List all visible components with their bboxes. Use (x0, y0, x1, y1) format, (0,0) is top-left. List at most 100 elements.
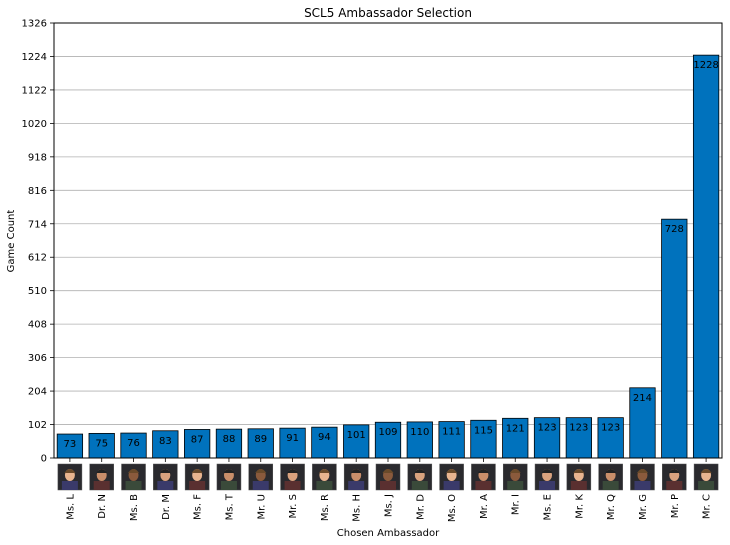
x-tick-label: Mr. U (256, 494, 267, 520)
bar-value-label: 1228 (693, 60, 718, 71)
bar-value-label: 109 (378, 427, 397, 438)
man-suit-portrait-icon (407, 463, 433, 491)
x-tick-label: Mr. G (638, 494, 649, 520)
man-red-turban-portrait-icon (566, 463, 592, 491)
portrait-row (57, 463, 719, 491)
bar-value-label: 123 (538, 423, 557, 434)
bar (502, 417, 529, 459)
bar-value-label: 214 (633, 393, 652, 404)
bar-value-label: 728 (665, 224, 684, 235)
woman-blonde-portrait-icon (57, 463, 83, 491)
y-tick-label: 612 (28, 253, 47, 264)
bar-value-label: 88 (223, 434, 236, 445)
x-tick-label: Mr. P (670, 494, 681, 518)
bar (533, 417, 561, 459)
bar-value-label: 75 (95, 438, 108, 449)
bar-value-label: 123 (569, 423, 588, 434)
y-tick-label: 204 (28, 387, 47, 398)
y-tick-label: 1122 (22, 85, 47, 96)
man-green-hat-portrait-icon (630, 463, 655, 491)
bar-value-label: 121 (506, 423, 525, 434)
x-tick-label: Mr. A (479, 494, 490, 519)
bar-value-label: 89 (254, 434, 267, 445)
man-cap-portrait-icon (502, 463, 528, 491)
bar-value-label: 87 (191, 434, 204, 445)
y-tick-label: 714 (28, 219, 47, 230)
x-tick-label: Mr. I (511, 494, 522, 515)
bar (120, 432, 147, 459)
man-bearded-portrait-icon (693, 463, 719, 491)
woman-orange-portrait-icon (216, 463, 242, 491)
bar-value-label: 123 (601, 423, 620, 434)
x-axis-title: Chosen Ambassador (337, 528, 440, 539)
x-tick-label: Mr. C (702, 494, 713, 519)
x-tick-label: Dr. N (97, 494, 108, 519)
bar (88, 432, 115, 459)
y-tick-label: 408 (28, 320, 47, 331)
bar (597, 417, 624, 459)
gridlines (54, 56, 722, 425)
bar-value-label: 115 (474, 425, 493, 436)
woman-curly-portrait-icon (343, 463, 369, 491)
x-tick-label: Ms. E (543, 494, 554, 521)
bar (343, 424, 370, 459)
woman-red-portrait-icon (439, 463, 464, 491)
woman-dark-portrait-icon (184, 463, 210, 491)
bar (311, 426, 338, 459)
x-tick-label: Ms. T (224, 493, 235, 520)
x-tick-label: Ms. L (65, 494, 76, 520)
plot-frame (53, 22, 723, 459)
woman-grey-portrait-icon (534, 463, 560, 491)
man-white-hair-portrait-icon (248, 463, 274, 491)
bar (661, 218, 688, 459)
woman-green-portrait-icon (312, 463, 337, 491)
bar (692, 54, 720, 459)
x-tick-label: Mr. Q (606, 494, 617, 520)
bar-value-label: 73 (64, 439, 77, 450)
bar (438, 421, 465, 459)
x-tick-label: Ms. B (129, 494, 140, 521)
x-tick-label: Ms. H (352, 494, 363, 522)
y-tick-label: 1326 (22, 19, 47, 30)
man-bald-portrait-icon (598, 463, 623, 491)
y-tick-label: 306 (28, 353, 47, 364)
y-tick-label: 102 (28, 420, 47, 431)
bar-value-label: 94 (318, 432, 331, 443)
woman-purple-hat-portrait-icon (375, 463, 401, 491)
bar (152, 430, 179, 459)
bars: 73 75 76 83 87 88 89 91 94 101 109 110 111 115 121 123 1… (56, 54, 720, 459)
y-tick-label: 1020 (22, 119, 47, 130)
y-axis-title: Game Count (6, 210, 17, 273)
x-tick-label: Ms. F (193, 494, 204, 520)
man-suit-portrait-icon (89, 463, 114, 491)
bar-value-label: 101 (347, 430, 366, 441)
y-tick-label: 1224 (22, 52, 47, 63)
bar-value-label: 91 (286, 433, 299, 444)
man-pink-hat-portrait-icon (662, 463, 687, 491)
bar-value-label: 111 (442, 427, 461, 438)
bar (184, 429, 211, 459)
bar (629, 387, 656, 459)
y-axis: 0 102 204 306 408 510 612 714 816 918 1020 1122 1224… (22, 19, 54, 465)
man-grey-portrait-icon (280, 463, 305, 491)
bar (374, 421, 402, 459)
y-tick-label: 510 (28, 286, 47, 297)
x-tick-label: Mr. D (415, 494, 426, 520)
y-tick-label: 816 (28, 186, 47, 197)
y-tick-label: 918 (28, 152, 47, 163)
x-tick-label: Ms. O (447, 494, 458, 522)
x-tick-label: Mr. K (574, 494, 585, 519)
bar-value-label: 110 (410, 427, 429, 438)
bar (406, 421, 433, 459)
chart-title: SCL5 Ambassador Selection (304, 6, 472, 20)
bar-value-label: 76 (127, 438, 140, 449)
y-tick-label: 0 (41, 454, 47, 465)
x-tick-label: Dr. M (161, 494, 172, 520)
woman-dark-portrait-icon (121, 463, 146, 491)
bar-value-label: 83 (159, 436, 172, 447)
x-tick-label: Mr. S (288, 494, 299, 519)
x-axis: Ms. L Dr. N Ms. B Dr. M Ms. F Ms. T Mr. U Mr. S… (65, 458, 713, 522)
man-dark-portrait-icon (471, 463, 496, 491)
x-tick-label: Ms. R (320, 494, 331, 521)
